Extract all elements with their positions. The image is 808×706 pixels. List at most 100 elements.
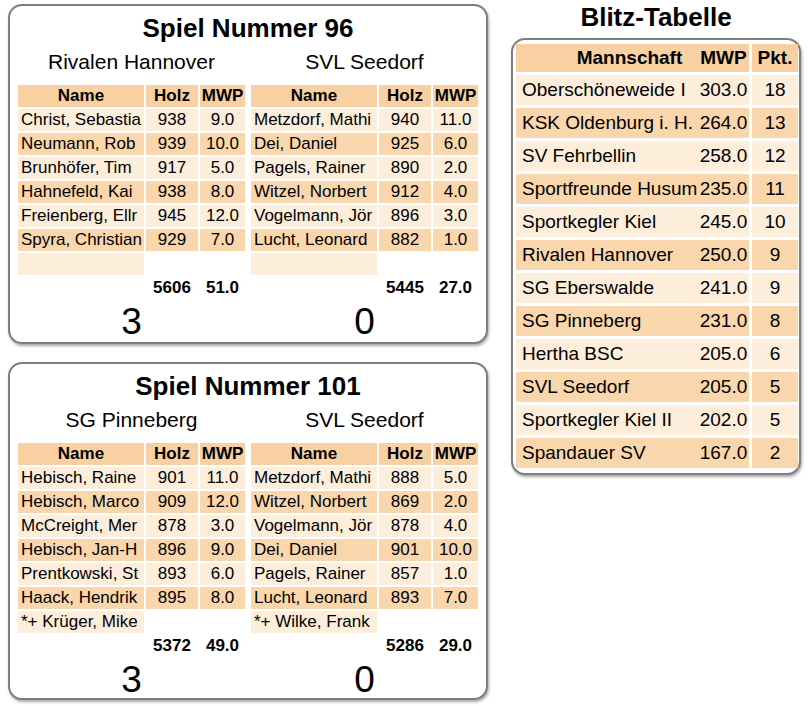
player-name: Lucht, Leonard <box>251 229 377 251</box>
player-rows: Metzdorf, Mathi 888 5.0 Witzel, Norbert … <box>251 467 478 609</box>
player-row: Dei, Daniel 925 6.0 <box>251 133 478 155</box>
header-mwp: MWP <box>433 443 478 465</box>
totals-row: 5445 27.0 <box>251 277 478 299</box>
player-mwp: 11.0 <box>433 109 478 131</box>
standings-row: SG Eberswalde 241.0 9 <box>516 273 796 303</box>
standings-mwp: 250.0 <box>698 240 749 270</box>
player-mwp: 12.0 <box>200 205 245 227</box>
player-mwp: 11.0 <box>200 467 245 489</box>
player-row: Prentkowski, St 893 6.0 <box>18 563 245 585</box>
player-name: Witzel, Norbert <box>251 181 377 203</box>
substitute-name <box>251 253 377 275</box>
header-mwp: MWP <box>698 44 749 72</box>
standings-mwp: 264.0 <box>698 108 749 138</box>
player-row: Pagels, Rainer 857 1.0 <box>251 563 478 585</box>
standings-pkt: 12 <box>752 141 798 171</box>
standings-pkt: 18 <box>752 75 798 105</box>
header-holz: Holz <box>146 85 198 107</box>
header-holz: Holz <box>146 443 198 465</box>
total-mwp: 29.0 <box>433 635 478 657</box>
player-holz: 893 <box>146 563 198 585</box>
player-holz: 890 <box>379 157 431 179</box>
standings-title: Blitz-Tabelle <box>511 0 801 34</box>
match-points-home: 3 <box>18 301 245 343</box>
match-points-home: 3 <box>18 659 245 701</box>
player-mwp: 2.0 <box>433 491 478 513</box>
player-name: McCreight, Mer <box>18 515 144 537</box>
player-row: Hahnefeld, Kai 938 8.0 <box>18 181 245 203</box>
player-row: Freienberg, Ellr 945 12.0 <box>18 205 245 227</box>
player-row: Lucht, Leonard 893 7.0 <box>251 587 478 609</box>
substitute-row: *+ Krüger, Mike <box>18 611 245 633</box>
away-team-section: SVL Seedorf Name Holz MWP Metzdorf, Math… <box>251 404 478 701</box>
player-holz: 893 <box>379 587 431 609</box>
team-name: SVL Seedorf <box>251 50 478 74</box>
standings-mwp: 205.0 <box>698 339 749 369</box>
player-mwp: 2.0 <box>433 157 478 179</box>
header-name: Name <box>18 443 144 465</box>
substitute-row: *+ Wilke, Frank <box>251 611 478 633</box>
player-holz: 912 <box>379 181 431 203</box>
player-name: Vogelmann, Jör <box>251 205 377 227</box>
player-row: McCreight, Mer 878 3.0 <box>18 515 245 537</box>
player-name: Hebisch, Jan-H <box>18 539 144 561</box>
player-row: Metzdorf, Mathi 940 11.0 <box>251 109 478 131</box>
home-team-section: SG Pinneberg Name Holz MWP Hebisch, Rain… <box>18 404 245 701</box>
player-name: Haack, Hendrik <box>18 587 144 609</box>
standings-mwp: 167.0 <box>698 438 749 468</box>
player-row: Spyra, Christian 929 7.0 <box>18 229 245 251</box>
teams-container: SG Pinneberg Name Holz MWP Hebisch, Rain… <box>15 404 481 701</box>
player-holz: 938 <box>146 109 198 131</box>
player-mwp: 5.0 <box>200 157 245 179</box>
player-name: Spyra, Christian <box>18 229 144 251</box>
team-name: Rivalen Hannover <box>18 50 245 74</box>
player-holz: 878 <box>379 515 431 537</box>
table-header-row: Name Holz MWP <box>18 85 245 107</box>
player-name: Christ, Sebastia <box>18 109 144 131</box>
player-row: Christ, Sebastia 938 9.0 <box>18 109 245 131</box>
table-header-row: Name Holz MWP <box>251 443 478 465</box>
header-mwp: MWP <box>433 85 478 107</box>
player-mwp: 3.0 <box>433 205 478 227</box>
player-row: Hebisch, Jan-H 896 9.0 <box>18 539 245 561</box>
total-mwp: 51.0 <box>200 277 245 299</box>
player-holz: 901 <box>379 539 431 561</box>
standings-row: Oberschöneweide I 303.0 18 <box>516 75 796 105</box>
player-holz: 882 <box>379 229 431 251</box>
player-holz: 901 <box>146 467 198 489</box>
player-name: Hebisch, Marco <box>18 491 144 513</box>
player-row: Brunhöfer, Tim 917 5.0 <box>18 157 245 179</box>
player-mwp: 3.0 <box>200 515 245 537</box>
standings-row: Sportkegler Kiel II 202.0 5 <box>516 405 796 435</box>
player-row: Hebisch, Raine 901 11.0 <box>18 467 245 489</box>
total-holz: 5445 <box>379 277 431 299</box>
player-holz: 939 <box>146 133 198 155</box>
player-mwp: 9.0 <box>200 109 245 131</box>
standings-row: Spandauer SV 167.0 2 <box>516 438 796 468</box>
header-holz: Holz <box>379 443 431 465</box>
standings-mwp: 235.0 <box>698 174 749 204</box>
header-mwp: MWP <box>200 443 245 465</box>
player-row: Hebisch, Marco 909 12.0 <box>18 491 245 513</box>
player-mwp: 4.0 <box>433 181 478 203</box>
player-row: Haack, Hendrik 895 8.0 <box>18 587 245 609</box>
standings-mwp: 241.0 <box>698 273 749 303</box>
player-holz: 938 <box>146 181 198 203</box>
header-name: Name <box>251 85 377 107</box>
player-row: Witzel, Norbert 912 4.0 <box>251 181 478 203</box>
player-holz: 909 <box>146 491 198 513</box>
teams-container: Rivalen Hannover Name Holz MWP Christ, S… <box>15 46 481 343</box>
total-mwp: 49.0 <box>200 635 245 657</box>
standings-pkt: 11 <box>752 174 798 204</box>
player-mwp: 4.0 <box>433 515 478 537</box>
standings-row: SV Fehrbellin 258.0 12 <box>516 141 796 171</box>
standings-pkt: 9 <box>752 240 798 270</box>
standings-mwp: 245.0 <box>698 207 749 237</box>
player-name: Lucht, Leonard <box>251 587 377 609</box>
standings-rows: Oberschöneweide I 303.0 18 KSK Oldenburg… <box>516 75 796 468</box>
table-header-row: Name Holz MWP <box>18 443 245 465</box>
totals-row: 5286 29.0 <box>251 635 478 657</box>
player-holz: 896 <box>146 539 198 561</box>
substitute-row <box>251 253 478 275</box>
player-holz: 869 <box>379 491 431 513</box>
